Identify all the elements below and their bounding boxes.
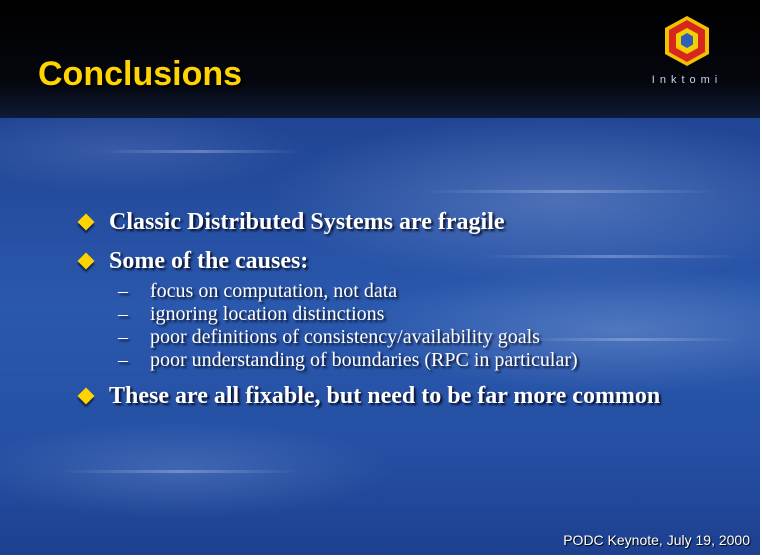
sub-bullet-item: – focus on computation, not data	[78, 280, 718, 303]
sub-bullet-text: focus on computation, not data	[150, 280, 398, 302]
sub-bullet-text: ignoring location distinctions	[150, 303, 385, 325]
diamond-bullet-icon	[77, 213, 95, 231]
company-logo: Inktomi	[632, 14, 742, 94]
bullet-list: Classic Distributed Systems are fragile …	[77, 208, 718, 421]
dash-marker: –	[118, 303, 128, 325]
background-streak	[520, 338, 740, 341]
bullet-text: Some of the causes:	[109, 248, 309, 274]
dash-marker: –	[118, 349, 128, 371]
sub-bullet-item: – poor understanding of boundaries (RPC …	[78, 349, 718, 372]
sub-bullet-item: – poor definitions of consistency/availa…	[78, 326, 718, 349]
background-streak	[480, 255, 740, 258]
slide-header: Conclusions Inktomi	[0, 0, 760, 118]
dash-marker: –	[118, 280, 128, 302]
sub-bullet-text: poor definitions of consistency/availabi…	[150, 326, 540, 348]
inktomi-hexagon-logo-icon	[665, 16, 709, 66]
diamond-bullet-icon	[77, 252, 95, 270]
bullet-item: These are all fixable, but need to be fa…	[77, 382, 718, 411]
bullet-item: Classic Distributed Systems are fragile	[77, 208, 718, 237]
bullet-text: Classic Distributed Systems are fragile	[109, 209, 505, 235]
sub-bullet-item: – ignoring location distinctions	[78, 303, 718, 326]
sub-bullet-text: poor understanding of boundaries (RPC in…	[150, 349, 578, 371]
slide-title: Conclusions	[38, 55, 243, 93]
background-streak	[100, 150, 300, 153]
diamond-bullet-icon	[77, 387, 95, 405]
background-streak	[60, 470, 300, 473]
logo-text: Inktomi	[651, 74, 723, 86]
bullet-item: Some of the causes:	[77, 247, 718, 276]
dash-marker: –	[118, 326, 128, 348]
background-streak	[420, 190, 720, 193]
sub-bullet-list: – focus on computation, not data – ignor…	[78, 280, 718, 372]
slide-footer: PODC Keynote, July 19, 2000	[563, 532, 750, 548]
bullet-text: These are all fixable, but need to be fa…	[109, 383, 661, 409]
